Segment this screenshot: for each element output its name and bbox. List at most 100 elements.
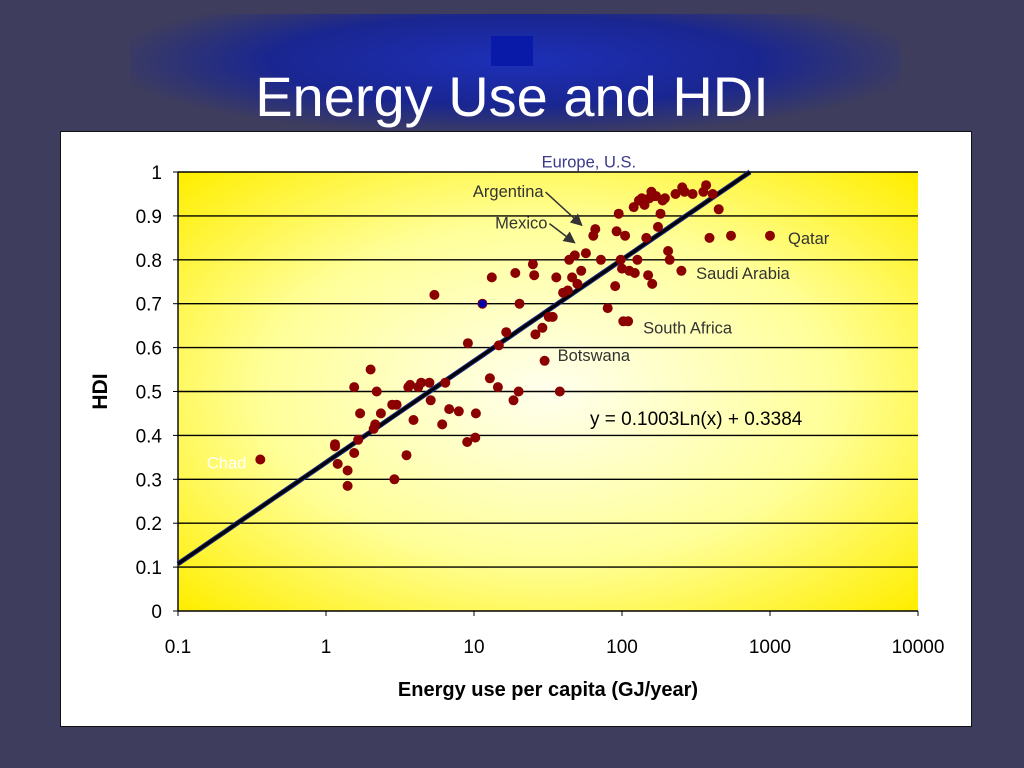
decorative-square	[491, 36, 533, 66]
data-point	[632, 254, 643, 265]
data-point	[391, 399, 402, 410]
data-point	[484, 373, 495, 384]
data-point	[255, 454, 266, 465]
data-point	[408, 415, 419, 425]
annotation-label: South Africa	[643, 319, 733, 337]
scatter-chart: 00.10.20.30.40.50.60.70.80.910.1 1 10 100 10…	[89, 154, 945, 701]
y-tick-label: 0.8	[136, 251, 162, 272]
x-tick-label: 1000	[749, 637, 791, 658]
y-tick-label: 0.1	[136, 558, 162, 579]
data-point	[623, 316, 634, 327]
data-point	[613, 208, 624, 219]
chart-panel: 0 0.1 0.2 0.3 0.4 0.5 0.6 0.7 0.8 0.9 1 0.1 1 10 100 10…	[60, 131, 972, 727]
data-point	[375, 408, 386, 419]
y-tick-label: 0.6	[136, 339, 162, 360]
data-point	[647, 278, 658, 289]
data-point	[670, 189, 681, 199]
data-point	[440, 377, 451, 388]
data-point	[704, 232, 715, 243]
data-point	[610, 281, 621, 292]
data-point	[572, 278, 583, 289]
data-point	[462, 338, 473, 349]
data-point	[349, 382, 360, 393]
data-point	[655, 208, 666, 219]
annotation-label: Argentina	[473, 183, 544, 201]
data-point	[551, 272, 562, 283]
data-point	[370, 419, 381, 430]
x-tick-label: 1	[321, 637, 332, 658]
data-point	[653, 221, 663, 232]
data-point	[365, 364, 376, 375]
data-point	[513, 386, 524, 397]
data-point	[330, 441, 340, 452]
data-point	[620, 230, 631, 241]
data-point	[462, 437, 473, 447]
y-tick-label: 0.5	[136, 383, 162, 404]
slide-title: Energy Use and HDI	[255, 65, 769, 128]
x-tick-label: 10	[463, 637, 484, 658]
data-point	[562, 285, 573, 296]
data-point	[554, 386, 565, 397]
y-tick-label: 0.9	[136, 207, 162, 228]
data-point	[687, 189, 698, 199]
y-axis-title: HDI	[89, 373, 112, 409]
data-point	[508, 395, 519, 406]
data-point	[641, 232, 652, 243]
data-point	[416, 377, 427, 388]
data-point	[726, 230, 736, 241]
data-point	[707, 189, 718, 199]
data-point	[425, 395, 436, 406]
title-background-glow	[130, 14, 900, 132]
annotation-label: Chad	[207, 455, 246, 473]
data-point	[444, 404, 455, 415]
annotation-label: Mexico	[495, 215, 547, 233]
data-point	[615, 254, 626, 265]
data-point	[349, 448, 360, 458]
data-point	[470, 432, 481, 443]
data-point	[547, 311, 558, 322]
data-point	[493, 340, 504, 351]
data-point	[401, 450, 412, 461]
data-point	[664, 254, 675, 265]
annotation-arrow	[545, 191, 583, 227]
data-point	[580, 248, 591, 259]
data-point	[371, 386, 382, 397]
data-point	[424, 377, 435, 388]
data-point	[389, 474, 400, 485]
trendline	[177, 170, 751, 566]
data-point	[569, 250, 580, 261]
data-point	[679, 186, 690, 197]
data-point	[765, 230, 775, 241]
data-point	[595, 254, 606, 265]
data-point	[501, 327, 512, 338]
y-tick-label: 1	[151, 163, 162, 184]
highlight-point	[478, 299, 487, 308]
data-point	[643, 270, 654, 281]
data-point	[527, 259, 538, 270]
data-point	[663, 246, 674, 256]
y-tick-label: 0.3	[136, 470, 162, 491]
data-point	[332, 458, 343, 469]
data-point	[659, 193, 670, 204]
data-point	[437, 419, 448, 430]
annotation-label: Saudi Arabia	[696, 265, 790, 283]
data-point	[492, 382, 503, 393]
y-tick-label: 0	[151, 602, 162, 623]
x-tick-label: 0.1	[165, 637, 191, 658]
annotation-arrow	[548, 223, 576, 244]
data-point	[405, 379, 416, 390]
annotation-label: Botswana	[558, 347, 631, 365]
data-point	[355, 408, 366, 419]
x-axis-title: Energy use per capita (GJ/year)	[398, 679, 698, 701]
data-point	[429, 289, 440, 300]
data-point	[353, 434, 364, 445]
data-point	[576, 265, 587, 276]
x-tick-label: 10000	[892, 637, 945, 658]
data-point	[713, 204, 724, 215]
annotation-label: Qatar	[788, 230, 830, 248]
data-point	[453, 406, 464, 417]
trendline-equation: y = 0.1003Ln(x) + 0.3384	[590, 409, 803, 430]
data-point	[486, 272, 497, 283]
data-point	[701, 180, 712, 191]
x-tick-label: 100	[606, 637, 638, 658]
